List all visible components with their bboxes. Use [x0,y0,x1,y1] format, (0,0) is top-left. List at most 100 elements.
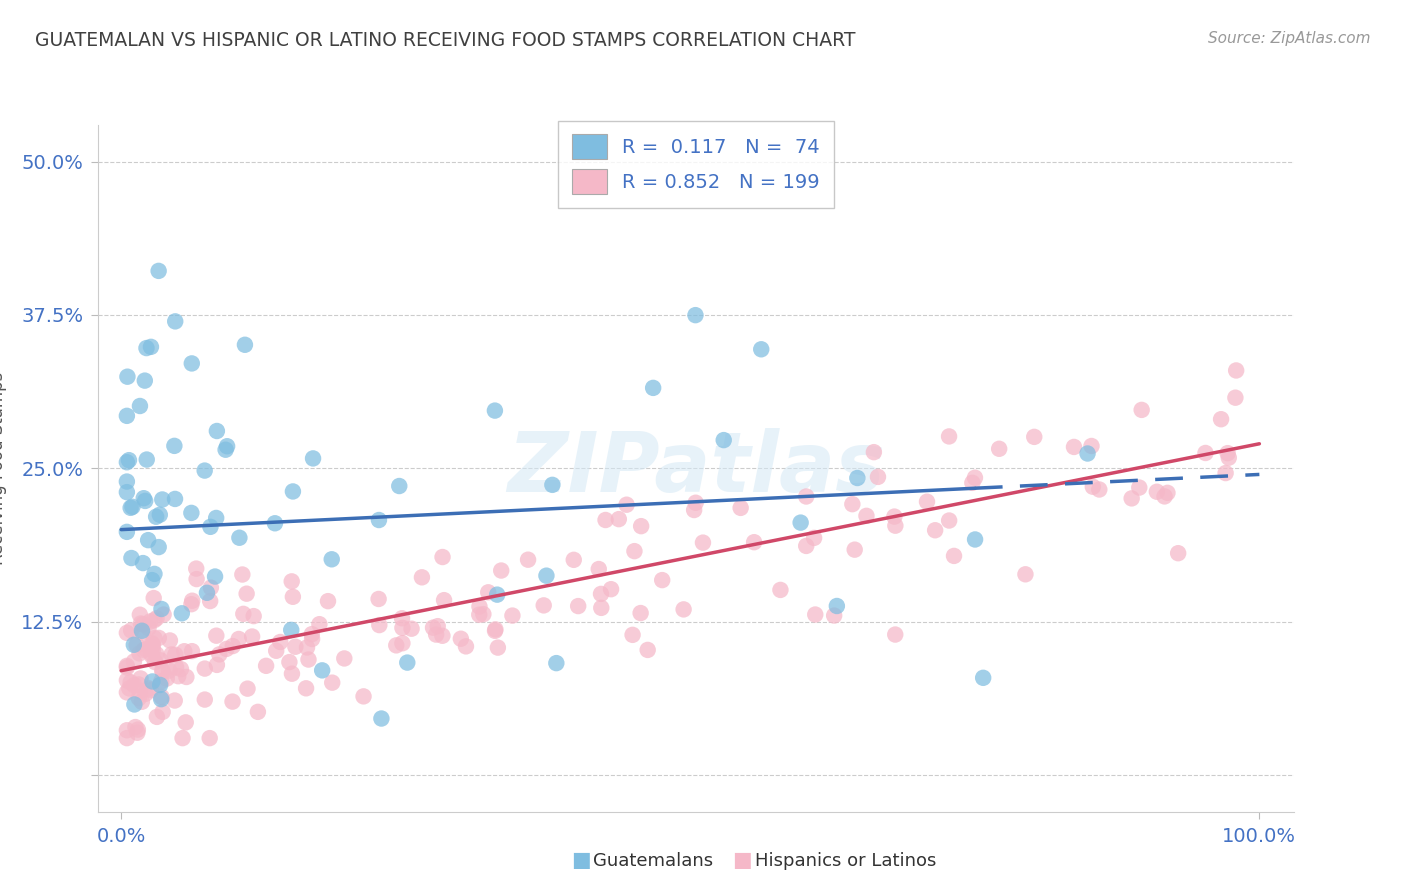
Point [141,636,163,650]
Point [141,647,163,661]
Point [118,453,141,467]
Point [391,636,413,650]
Point [789,516,811,530]
Point [353,690,375,704]
Point [533,599,555,613]
Point [962,475,984,490]
Point [180,506,202,520]
Point [301,632,323,646]
Point [401,622,423,636]
Point [186,561,208,575]
Point [129,672,152,686]
Point [176,670,198,684]
Point [141,638,163,652]
Point [145,509,167,524]
Point [426,619,449,633]
Point [846,471,869,485]
Point [1024,430,1046,444]
Point [1218,450,1240,465]
Point [749,343,772,357]
Point [180,597,202,611]
Point [120,500,142,515]
Point [825,599,848,613]
Point [195,586,218,600]
Point [1167,546,1189,560]
Point [1080,439,1102,453]
Point [333,651,356,665]
Point [484,623,506,637]
Point [115,685,138,699]
Text: Hispanics or Latinos: Hispanics or Latinos [755,852,936,870]
Point [149,653,172,667]
Point [486,640,509,655]
Point [884,627,907,641]
Point [141,648,163,663]
Point [145,647,167,661]
Point [367,591,389,606]
Point [205,511,228,525]
Point [863,445,886,459]
Point [181,644,204,658]
Legend: R =  0.117   N =  74, R = 0.852   N = 199: R = 0.117 N = 74, R = 0.852 N = 199 [558,120,834,208]
Point [120,551,142,566]
Point [160,648,183,662]
Text: Guatemalans: Guatemalans [593,852,713,870]
Point [685,496,707,510]
Point [1209,412,1232,426]
Point [117,369,139,384]
Point [321,552,343,566]
Point [139,340,162,354]
Point [152,665,174,679]
Point [148,264,170,278]
Point [281,484,304,499]
Point [181,593,204,607]
Point [221,695,243,709]
Point [115,455,138,469]
Point [233,338,256,352]
Point [623,544,645,558]
Point [165,648,187,662]
Point [228,632,250,646]
Point [132,617,155,632]
Y-axis label: Receiving Food Stamps: Receiving Food Stamps [0,372,7,565]
Point [115,409,138,423]
Point [915,494,938,508]
Point [433,593,456,607]
Text: Source: ZipAtlas.com: Source: ZipAtlas.com [1208,31,1371,46]
Point [468,599,491,614]
Point [135,452,157,467]
Point [143,631,166,645]
Point [152,607,174,622]
Point [368,618,391,632]
Point [125,638,148,652]
Point [1081,480,1104,494]
Point [278,655,301,669]
Text: ■: ■ [733,850,752,870]
Point [396,656,419,670]
Point [841,497,863,511]
Point [131,695,153,709]
Point [607,512,630,526]
Point [150,692,173,706]
Point [222,639,245,653]
Point [115,731,138,746]
Point [124,678,146,692]
Point [132,643,155,657]
Point [122,655,145,669]
Point [630,606,652,620]
Point [235,587,257,601]
Point [1153,490,1175,504]
Point [205,424,228,438]
Point [685,308,707,322]
Point [280,574,302,589]
Point [159,633,181,648]
Point [142,639,165,653]
Point [637,643,659,657]
Point [240,630,263,644]
Point [943,549,966,563]
Point [115,625,138,640]
Point [411,570,433,584]
Point [924,523,946,537]
Point [972,671,994,685]
Point [1225,391,1247,405]
